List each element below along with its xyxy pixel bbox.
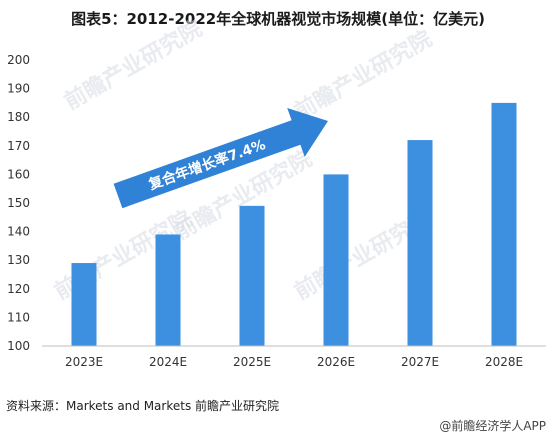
bar-2027E: [407, 140, 433, 346]
bars: [71, 102, 517, 347]
bar-2023E: [71, 263, 97, 346]
y-tick-label-8: 180: [7, 110, 30, 124]
y-tick-label-5: 150: [7, 196, 30, 210]
y-tick-label-4: 140: [7, 225, 30, 239]
chart-title: 图表5：2012-2022年全球机器视觉市场规模(单位：亿美元): [71, 10, 485, 28]
x-tick-label-2026E: 2026E: [317, 355, 355, 369]
y-tick-label-7: 170: [7, 139, 30, 153]
growth-arrow-shape: [113, 108, 328, 209]
credit-note: @前瞻经济学人APP: [439, 419, 546, 433]
x-tick-label-2024E: 2024E: [149, 355, 187, 369]
x-tick-label-2023E: 2023E: [65, 355, 103, 369]
y-axis: 100 110 120 130 140 150 160 170 180 190 200: [7, 53, 30, 353]
x-tick-label-2025E: 2025E: [233, 355, 271, 369]
x-tick-label-2028E: 2028E: [485, 355, 523, 369]
y-tick-label-1: 110: [7, 310, 30, 324]
y-tick-label-3: 130: [7, 253, 30, 267]
source-note: 资料来源：Markets and Markets 前瞻产业研究院: [6, 399, 280, 413]
bar-2025E: [239, 205, 265, 346]
y-tick-label-2: 120: [7, 282, 30, 296]
bar-2024E: [155, 234, 181, 346]
bar-2028E: [491, 102, 517, 347]
watermark-text-1: 前瞻产业研究院: [290, 26, 436, 126]
bar-2026E: [323, 174, 349, 346]
x-axis: 2023E 2024E 2025E 2026E 2027E 2028E: [65, 355, 523, 369]
y-tick-label-9: 190: [7, 82, 30, 96]
x-tick-label-2027E: 2027E: [401, 355, 439, 369]
y-tick-label-0: 100: [7, 339, 30, 353]
watermark-text-0: 前瞻产业研究院: [60, 16, 206, 116]
y-tick-label-6: 160: [7, 167, 30, 181]
y-tick-label-10: 200: [7, 53, 30, 67]
